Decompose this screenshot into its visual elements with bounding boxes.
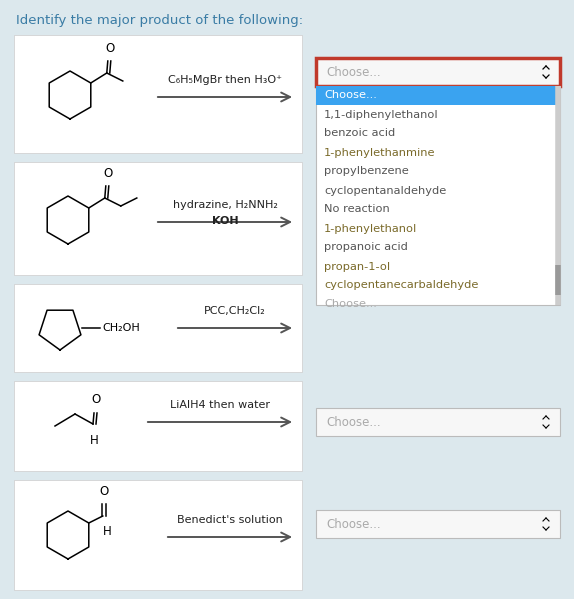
Text: propan-1-ol: propan-1-ol (324, 262, 390, 271)
Bar (14, 480, 302, 590)
Text: O: O (99, 485, 108, 498)
Bar (14, 284, 302, 372)
Bar (14, 381, 302, 471)
Text: O: O (103, 167, 113, 180)
Bar (316, 408, 560, 436)
Bar (316, 58, 560, 86)
Text: 1-phenylethanmine: 1-phenylethanmine (324, 147, 436, 158)
Text: LiAlH4 then water: LiAlH4 then water (170, 400, 270, 410)
Text: hydrazine, H₂NNH₂: hydrazine, H₂NNH₂ (173, 200, 277, 210)
Text: C₆H₅MgBr then H₃O⁺: C₆H₅MgBr then H₃O⁺ (168, 75, 282, 85)
Text: H: H (90, 434, 98, 447)
Bar (14, 35, 302, 153)
Text: cyclopentanaldehyde: cyclopentanaldehyde (324, 186, 446, 195)
Text: Choose...: Choose... (324, 299, 377, 309)
Text: No reaction: No reaction (324, 204, 390, 214)
Text: Identify the major product of the following:: Identify the major product of the follow… (16, 14, 303, 27)
Text: Choose...: Choose... (324, 90, 377, 101)
Text: Choose...: Choose... (326, 518, 381, 531)
Text: O: O (91, 393, 100, 406)
Bar (14, 162, 302, 275)
Text: KOH: KOH (212, 216, 238, 226)
Bar (316, 510, 560, 538)
Bar (316, 86, 560, 305)
Text: H: H (102, 525, 111, 538)
Text: PCC,CH₂Cl₂: PCC,CH₂Cl₂ (204, 306, 266, 316)
Text: Choose...: Choose... (326, 416, 381, 428)
Text: 1-phenylethanol: 1-phenylethanol (324, 223, 417, 234)
Text: 1,1-diphenylethanol: 1,1-diphenylethanol (324, 110, 439, 119)
Text: Benedict's solution: Benedict's solution (177, 515, 283, 525)
Text: cyclopentanecarbaldehyde: cyclopentanecarbaldehyde (324, 280, 478, 291)
Text: benzoic acid: benzoic acid (324, 129, 395, 138)
Text: CH₂OH: CH₂OH (102, 323, 139, 333)
Text: O: O (105, 42, 114, 55)
Text: propylbenzene: propylbenzene (324, 167, 409, 177)
Text: propanoic acid: propanoic acid (324, 243, 408, 253)
Bar (316, 86, 560, 105)
Text: Choose...: Choose... (326, 65, 381, 78)
